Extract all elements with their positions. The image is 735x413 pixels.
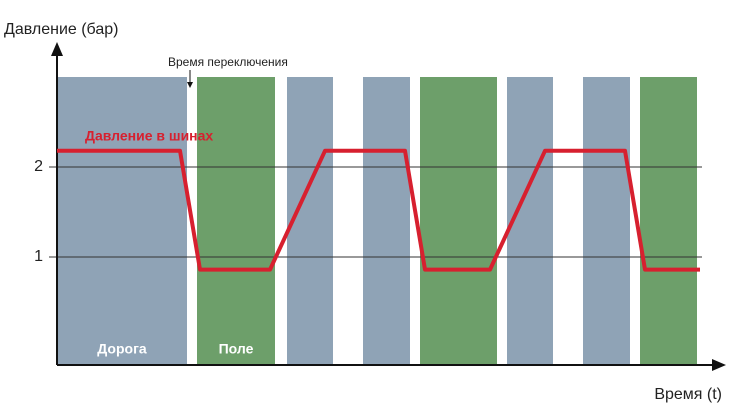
y-axis-arrow [51,42,63,56]
region [640,77,697,365]
series-label: Давление в шинах [85,128,213,144]
y-axis-label: Давление (бар) [4,21,118,38]
region-label: Поле [219,341,254,357]
region [363,77,410,365]
region-label: Дорога [97,341,147,357]
y-tick-label: 1 [34,248,43,265]
region [197,77,275,365]
annotation: Время переключения [168,55,288,69]
x-axis-arrow [712,359,726,371]
series-line [57,148,700,272]
region [583,77,630,365]
y-tick-label: 2 [34,158,43,175]
region [420,77,497,365]
annotation-arrow-head [187,82,193,88]
x-axis-label: Время (t) [654,386,722,403]
region [57,77,187,365]
